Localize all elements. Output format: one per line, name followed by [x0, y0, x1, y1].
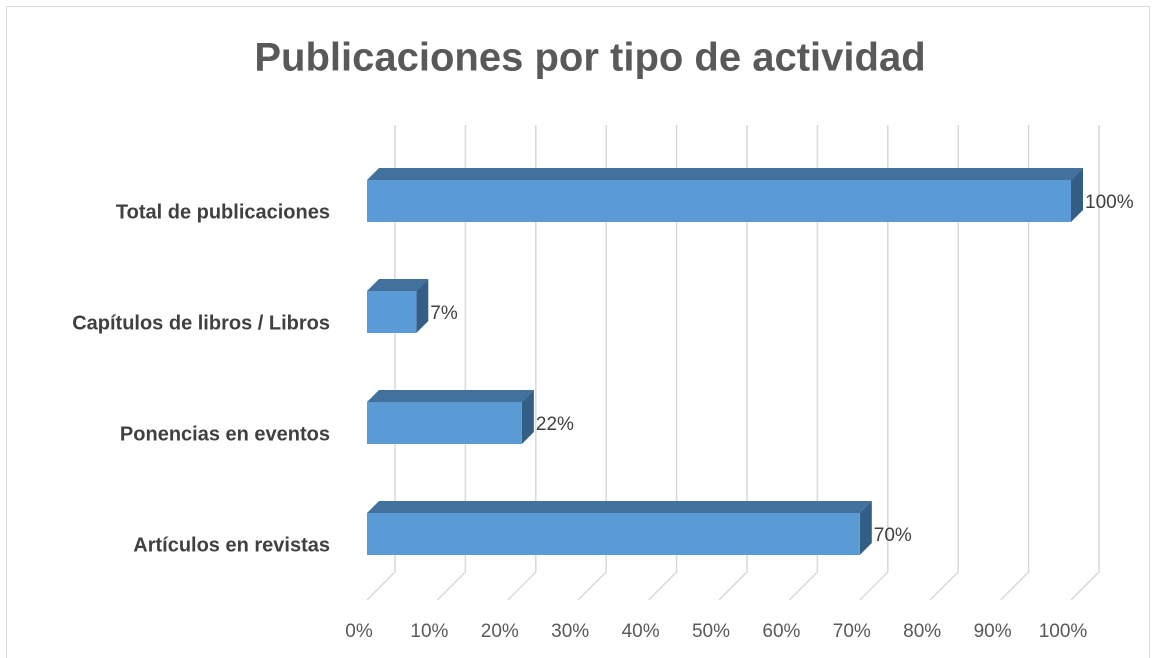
bar: [367, 390, 534, 444]
bar-side: [1071, 168, 1083, 222]
grid-line: [718, 125, 748, 601]
bar-side: [416, 279, 429, 333]
y-tick-label: Total de publicaciones: [116, 201, 330, 223]
grid-line: [1070, 125, 1100, 601]
x-tick-label: 50%: [692, 621, 730, 642]
x-tick-label: 60%: [762, 621, 800, 642]
y-tick-label: Ponencias en eventos: [120, 423, 330, 445]
x-tick-label: 100%: [1039, 621, 1088, 642]
grid-line: [507, 125, 537, 601]
x-tick-label: 10%: [410, 621, 448, 642]
chart-title: Publicaciones por tipo de actividad: [254, 36, 925, 80]
bar-side: [521, 390, 534, 444]
data-label: 100%: [1085, 192, 1134, 213]
x-tick-label: 30%: [551, 621, 589, 642]
bar-top: [367, 279, 429, 291]
grid-line: [366, 125, 396, 601]
bar-front: [367, 402, 522, 444]
bar: [367, 501, 872, 555]
grid-line: [929, 125, 959, 601]
y-tick-label: Capítulos de libros / Libros: [72, 312, 330, 334]
bar: [367, 279, 429, 333]
bar: [367, 168, 1083, 222]
grid-line: [1000, 125, 1030, 601]
bar-front: [367, 180, 1071, 222]
bar-front: [367, 291, 417, 333]
data-label: 22%: [536, 414, 574, 435]
grid-line: [648, 125, 678, 601]
bar-top: [367, 501, 872, 513]
data-label: 7%: [430, 303, 458, 324]
bar-top: [367, 390, 534, 402]
data-label: 70%: [874, 525, 912, 546]
y-tick-label: Artículos en revistas: [133, 534, 330, 556]
bar-front: [367, 513, 860, 555]
x-tick-label: 40%: [622, 621, 660, 642]
x-tick-label: 80%: [903, 621, 941, 642]
bar-side: [859, 501, 872, 555]
x-tick-label: 90%: [974, 621, 1012, 642]
grid-line: [788, 125, 819, 601]
x-tick-label: 70%: [833, 621, 871, 642]
x-tick-label: 0%: [345, 621, 373, 642]
grid-line: [577, 125, 607, 601]
x-tick-label: 20%: [481, 621, 519, 642]
bar-top: [367, 168, 1083, 180]
grid-line: [859, 125, 889, 601]
grid-line: [436, 125, 467, 601]
